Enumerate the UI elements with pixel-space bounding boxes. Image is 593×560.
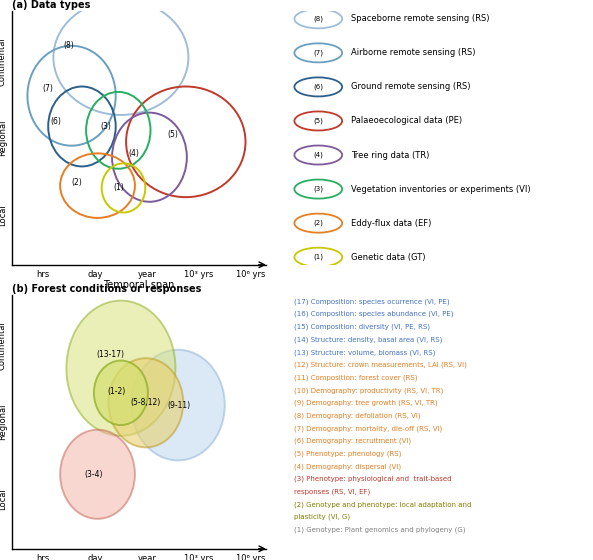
Text: (1) Genotype: Plant genomics and phylogeny (G): (1) Genotype: Plant genomics and phyloge… xyxy=(294,526,466,533)
Ellipse shape xyxy=(60,430,135,519)
X-axis label: Temporal span: Temporal span xyxy=(103,280,175,290)
Text: (8) Demography: defoliation (RS, VI): (8) Demography: defoliation (RS, VI) xyxy=(294,412,421,419)
Text: (6): (6) xyxy=(50,116,62,125)
Text: (7): (7) xyxy=(43,83,53,92)
Text: Ground remote sensing (RS): Ground remote sensing (RS) xyxy=(351,82,471,91)
Text: (3): (3) xyxy=(313,186,323,192)
Text: (5): (5) xyxy=(313,118,323,124)
Text: (16) Composition: species abundance (VI, PE): (16) Composition: species abundance (VI,… xyxy=(294,311,454,318)
Text: (b) Forest conditions or responses: (b) Forest conditions or responses xyxy=(12,284,201,295)
Text: (8): (8) xyxy=(63,41,74,50)
Text: (12) Structure: crown measurements, LAI (RS, VI): (12) Structure: crown measurements, LAI … xyxy=(294,362,467,368)
Text: (3): (3) xyxy=(100,122,111,131)
Text: (7) Demography: mortality, die-off (RS, VI): (7) Demography: mortality, die-off (RS, … xyxy=(294,425,442,432)
Text: Vegetation inventories or experiments (VI): Vegetation inventories or experiments (V… xyxy=(351,185,531,194)
Text: (14) Structure: density, basal area (VI, RS): (14) Structure: density, basal area (VI,… xyxy=(294,337,443,343)
Text: Airborne remote sensing (RS): Airborne remote sensing (RS) xyxy=(351,48,476,57)
Text: (6) Demography: recruitment (VI): (6) Demography: recruitment (VI) xyxy=(294,438,412,444)
Text: (7): (7) xyxy=(313,50,323,56)
Text: (9) Demography: tree growth (RS, VI, TR): (9) Demography: tree growth (RS, VI, TR) xyxy=(294,400,438,406)
Text: (8): (8) xyxy=(313,16,323,22)
Text: (6): (6) xyxy=(313,83,323,90)
Text: (5): (5) xyxy=(167,130,178,139)
Text: (1): (1) xyxy=(313,254,323,260)
Text: (5) Phenotype: phenology (RS): (5) Phenotype: phenology (RS) xyxy=(294,450,401,457)
Text: (a) Data types: (a) Data types xyxy=(12,1,90,11)
Text: Tree ring data (TR): Tree ring data (TR) xyxy=(351,151,429,160)
Text: (17) Composition: species ocurrence (VI, PE): (17) Composition: species ocurrence (VI,… xyxy=(294,298,450,305)
Text: (4): (4) xyxy=(313,152,323,158)
Text: (2): (2) xyxy=(71,178,82,187)
Text: Eddy-flux data (EF): Eddy-flux data (EF) xyxy=(351,218,432,227)
Ellipse shape xyxy=(66,301,176,436)
Ellipse shape xyxy=(94,361,148,425)
Text: Palaeoecological data (PE): Palaeoecological data (PE) xyxy=(351,116,463,125)
Ellipse shape xyxy=(109,358,183,447)
Text: (3-4): (3-4) xyxy=(85,470,103,479)
Text: (15) Composition: diversity (VI, PE, RS): (15) Composition: diversity (VI, PE, RS) xyxy=(294,324,431,330)
Text: (1-2): (1-2) xyxy=(107,387,126,396)
Text: responses (RS, VI, EF): responses (RS, VI, EF) xyxy=(294,488,371,495)
Text: (5-8,12): (5-8,12) xyxy=(130,398,161,407)
Text: (3) Phenotype: physiological and  trait-based: (3) Phenotype: physiological and trait-b… xyxy=(294,476,452,482)
Text: Spaceborne remote sensing (RS): Spaceborne remote sensing (RS) xyxy=(351,15,490,24)
Text: plasticity (VI, G): plasticity (VI, G) xyxy=(294,514,350,520)
Text: (1): (1) xyxy=(113,184,124,193)
Text: (13) Structure: volume, biomass (VI, RS): (13) Structure: volume, biomass (VI, RS) xyxy=(294,349,436,356)
Text: (13-17): (13-17) xyxy=(97,350,125,359)
Text: (4): (4) xyxy=(129,149,139,158)
Text: (4) Demography: dispersal (VI): (4) Demography: dispersal (VI) xyxy=(294,463,401,470)
Text: (10) Demography: productivity (RS, VI, TR): (10) Demography: productivity (RS, VI, T… xyxy=(294,387,444,394)
Text: (11) Composition: forest cover (RS): (11) Composition: forest cover (RS) xyxy=(294,375,418,381)
Text: Genetic data (GT): Genetic data (GT) xyxy=(351,253,426,262)
Text: (9-11): (9-11) xyxy=(167,400,190,409)
Text: (2): (2) xyxy=(313,220,323,226)
Text: (2) Genotype and phenotype: local adaptation and: (2) Genotype and phenotype: local adapta… xyxy=(294,501,472,508)
Ellipse shape xyxy=(131,350,225,460)
